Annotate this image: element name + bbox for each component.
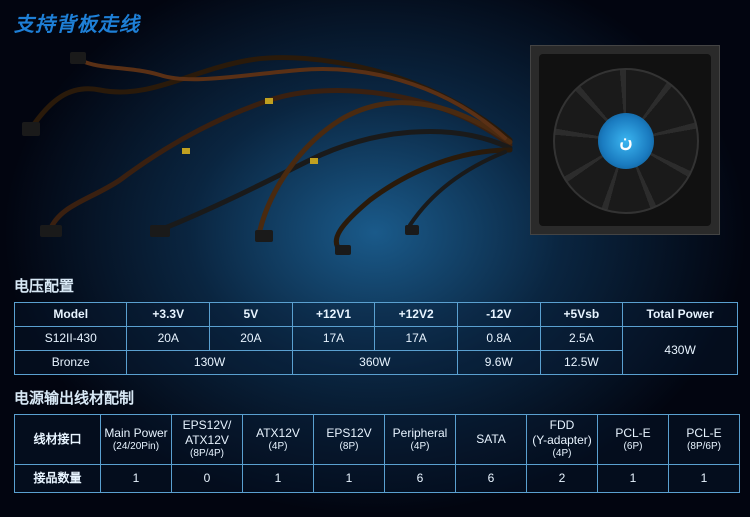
cell: 2.5A <box>540 327 623 351</box>
connector-count: 6 <box>385 464 456 492</box>
cell: 17A <box>292 327 375 351</box>
total-power-cell: 430W <box>623 327 738 375</box>
cell: 0.8A <box>457 327 540 351</box>
header-model: Model <box>15 303 127 327</box>
connector-count: 1 <box>314 464 385 492</box>
cables-illustration <box>10 30 530 260</box>
row-label-count: 接品数量 <box>15 464 101 492</box>
header-n12v: -12V <box>457 303 540 327</box>
watts-12v: 360W <box>292 351 457 375</box>
voltage-table: Model +3.3V 5V +12V1 +12V2 -12V +5Vsb To… <box>14 302 738 375</box>
cell: 20A <box>210 327 293 351</box>
connector-count: 1 <box>243 464 314 492</box>
cell: 20A <box>127 327 210 351</box>
table-row: S12II-430 20A 20A 17A 17A 0.8A 2.5A 430W <box>15 327 738 351</box>
section-title-voltage: 电压配置 <box>14 275 750 296</box>
connector-header: EPS12V(8P) <box>314 415 385 465</box>
watts-n12v: 9.6W <box>457 351 540 375</box>
connector-header: EPS12V/ ATX12V(8P/4P) <box>172 415 243 465</box>
header-5v: 5V <box>210 303 293 327</box>
connector-count: 0 <box>172 464 243 492</box>
fan-icon: ن <box>553 68 699 214</box>
connector-header: Main Power(24/20Pin) <box>101 415 172 465</box>
header-3v3: +3.3V <box>127 303 210 327</box>
header-12v1: +12V1 <box>292 303 375 327</box>
connector-header: PCL-E(8P/6P) <box>669 415 740 465</box>
connector-count: 1 <box>669 464 740 492</box>
table-row: 线材接口 Main Power(24/20Pin)EPS12V/ ATX12V(… <box>15 415 740 465</box>
header-5vsb: +5Vsb <box>540 303 623 327</box>
connector-count: 1 <box>101 464 172 492</box>
connector-count: 1 <box>598 464 669 492</box>
section-title-cables: 电源输出线材配制 <box>14 387 750 408</box>
connector-header: Peripheral(4P) <box>385 415 456 465</box>
watts-33-5: 130W <box>127 351 292 375</box>
header-12v2: +12V2 <box>375 303 458 327</box>
psu-unit: ن <box>530 45 720 235</box>
table-row: 接品数量 101166211 <box>15 464 740 492</box>
connector-header: SATA <box>456 415 527 465</box>
fan-hub-logo: ن <box>598 113 654 169</box>
connector-count: 2 <box>527 464 598 492</box>
product-image-area: ن <box>0 30 750 270</box>
connector-header: ATX12V(4P) <box>243 415 314 465</box>
model-line1: S12II-430 <box>15 327 127 351</box>
model-line2: Bronze <box>15 351 127 375</box>
connector-count: 6 <box>456 464 527 492</box>
watts-5vsb: 12.5W <box>540 351 623 375</box>
connector-header: PCL-E(6P) <box>598 415 669 465</box>
header-total: Total Power <box>623 303 738 327</box>
cable-table: 线材接口 Main Power(24/20Pin)EPS12V/ ATX12V(… <box>14 414 740 493</box>
table-row: Model +3.3V 5V +12V1 +12V2 -12V +5Vsb To… <box>15 303 738 327</box>
cell: 17A <box>375 327 458 351</box>
connector-header: FDD (Y-adapter)(4P) <box>527 415 598 465</box>
row-label-connector: 线材接口 <box>15 415 101 465</box>
